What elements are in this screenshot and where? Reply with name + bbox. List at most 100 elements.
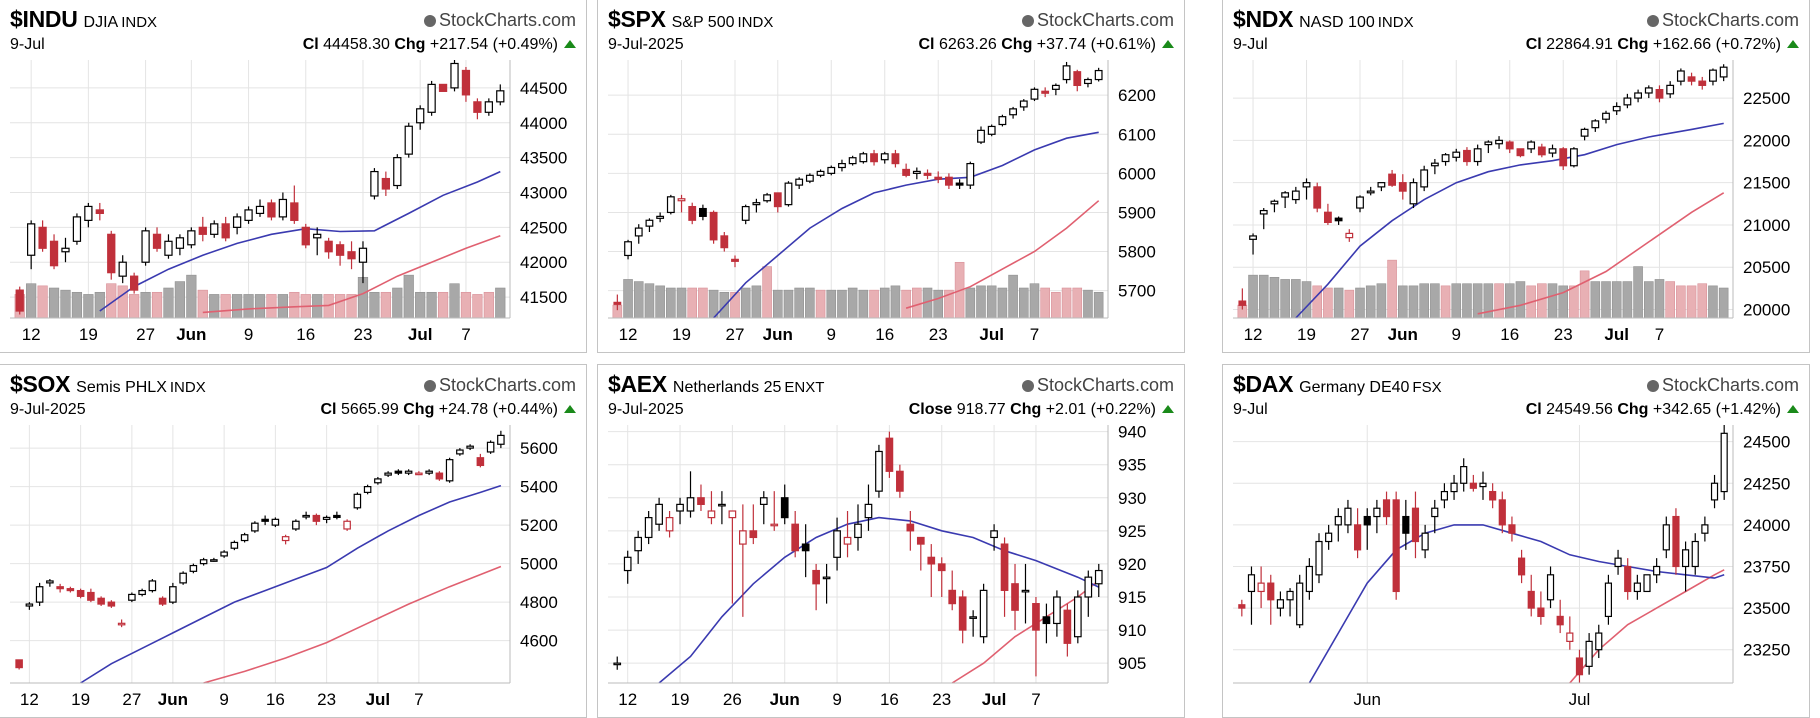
volume-bar <box>117 285 128 319</box>
y-tick-label: 24250 <box>1743 474 1790 493</box>
candle <box>1305 558 1313 600</box>
candle <box>741 204 750 225</box>
candle <box>1463 147 1471 166</box>
watermark-text: StockCharts.com <box>438 10 576 30</box>
candle <box>49 234 59 270</box>
quote-date: 9-Jul-2025 <box>608 401 684 418</box>
candle <box>795 177 804 189</box>
candle <box>61 237 70 263</box>
candle <box>244 206 253 224</box>
volume-bar <box>289 291 300 319</box>
candle <box>278 192 288 221</box>
y-tick-label: 21000 <box>1743 216 1790 235</box>
volume-bar <box>847 287 858 319</box>
candle <box>394 469 403 476</box>
volume-bar <box>1622 281 1633 319</box>
candle <box>912 167 921 180</box>
candle <box>370 168 379 200</box>
candle <box>718 491 726 525</box>
volume-bar <box>933 289 944 319</box>
y-tick-label: 905 <box>1118 654 1146 673</box>
candle <box>891 149 900 168</box>
volume-bar <box>1376 283 1387 319</box>
y-tick-label: 43500 <box>520 149 567 168</box>
candle <box>1296 574 1304 629</box>
candle <box>107 600 116 608</box>
candle <box>1604 574 1613 625</box>
candle <box>1559 147 1568 170</box>
volume-bar <box>1248 274 1258 319</box>
candle <box>27 220 36 270</box>
volume-bar <box>472 294 483 319</box>
volume-bar <box>403 274 414 319</box>
candle <box>1473 144 1482 166</box>
candle <box>416 105 425 130</box>
volume-bar <box>837 289 847 319</box>
quote-values: Cl 24549.56 Chg +342.65 (+1.42%) <box>1526 401 1799 419</box>
watermark: StockCharts.com <box>1646 10 1799 31</box>
candle <box>843 511 852 558</box>
y-tick-label: 940 <box>1118 423 1146 442</box>
x-axis: 12 19 27 Jun 9 16 23 Jul 7 <box>20 690 424 709</box>
volume-bar <box>277 294 288 319</box>
change-value: +37.74 (+0.61%) <box>1036 36 1156 53</box>
candle <box>1655 85 1664 103</box>
exchange: INDX <box>737 14 774 31</box>
volume-bar <box>1462 283 1472 319</box>
candle <box>129 272 139 294</box>
candle <box>312 513 321 526</box>
candle <box>944 173 953 189</box>
candle <box>1614 549 1622 575</box>
candle <box>1267 574 1275 625</box>
candle <box>141 227 150 266</box>
volume-bar <box>1093 291 1104 319</box>
y-tick-label: 920 <box>1118 555 1146 574</box>
x-tick-label: Jul <box>982 690 1007 709</box>
index-name: Germany DE40 <box>1299 379 1410 396</box>
y-tick-label: 5400 <box>520 478 558 497</box>
candle <box>1402 499 1410 550</box>
y-tick-label: 5800 <box>1118 243 1156 262</box>
candle <box>95 202 104 221</box>
copyright-icon <box>1021 15 1034 27</box>
candle <box>1257 566 1265 609</box>
candle <box>1516 148 1525 158</box>
y-axis: 20000 20500 21000 21500 22000 22500 <box>1743 89 1790 319</box>
candle <box>1634 89 1643 103</box>
candle <box>1344 499 1352 534</box>
candle <box>773 192 782 213</box>
volume-bars <box>612 261 1104 319</box>
candle <box>1323 203 1332 225</box>
candle <box>1094 563 1103 597</box>
change-label: Chg <box>1010 401 1042 418</box>
candle <box>1452 148 1461 162</box>
candle <box>1431 499 1439 534</box>
candle <box>1019 99 1028 111</box>
candle <box>46 579 54 587</box>
volume-bar <box>197 289 208 319</box>
candle <box>374 476 382 485</box>
candle <box>476 453 485 468</box>
quote-values: Cl 44458.30 Chg +217.54 (+0.49%) <box>303 36 576 54</box>
volume-bar <box>1269 276 1280 319</box>
x-tick-label: Jul <box>408 325 433 344</box>
candle <box>958 590 967 644</box>
candle <box>267 199 276 221</box>
chart-header: $INDU DJIA INDX StockCharts.com <box>10 6 576 32</box>
x-tick-label: 27 <box>726 325 745 344</box>
volume-bar <box>1590 281 1601 319</box>
chart-header: $SOX Semis PHLX INDX StockCharts.com <box>10 371 576 397</box>
volume-bar <box>1355 287 1365 319</box>
candle <box>333 511 341 520</box>
candle <box>1238 288 1247 310</box>
volume-bar <box>1686 285 1697 319</box>
symbol: $DAX <box>1233 371 1294 397</box>
close-label: Cl <box>918 36 935 53</box>
candle <box>1666 81 1675 99</box>
y-tick-label: 925 <box>1118 522 1146 541</box>
x-tick-label: 7 <box>1030 325 1039 344</box>
y-tick-label: 23250 <box>1743 641 1790 660</box>
candle <box>189 563 198 574</box>
close-value: 918.77 <box>956 401 1006 418</box>
chart-header: $DAX Germany DE40 FSX StockCharts.com <box>1233 371 1799 397</box>
